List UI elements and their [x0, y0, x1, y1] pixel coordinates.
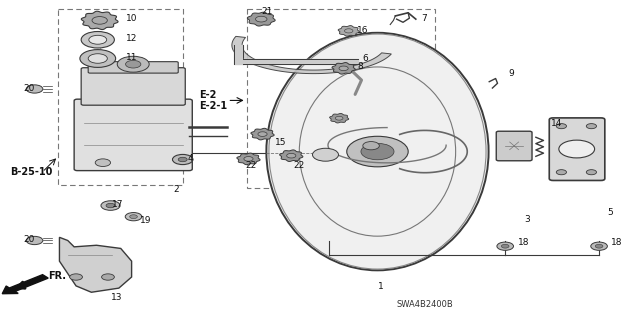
- Text: 22: 22: [245, 161, 257, 170]
- Ellipse shape: [266, 33, 488, 270]
- Circle shape: [501, 244, 509, 248]
- Polygon shape: [251, 128, 274, 140]
- Text: 22: 22: [293, 161, 305, 170]
- Polygon shape: [247, 12, 275, 26]
- Text: 20: 20: [24, 84, 35, 93]
- Text: 16: 16: [357, 26, 369, 35]
- Text: 12: 12: [126, 34, 137, 43]
- Circle shape: [497, 242, 513, 250]
- FancyBboxPatch shape: [88, 62, 178, 73]
- Circle shape: [26, 85, 43, 93]
- Circle shape: [595, 244, 603, 248]
- Circle shape: [287, 153, 296, 158]
- Text: 18: 18: [611, 238, 622, 247]
- Polygon shape: [280, 150, 303, 161]
- Text: 1: 1: [378, 282, 383, 291]
- Text: 8: 8: [357, 62, 363, 71]
- Circle shape: [89, 35, 107, 44]
- Circle shape: [117, 56, 149, 72]
- Circle shape: [586, 170, 596, 175]
- Circle shape: [70, 274, 83, 280]
- Circle shape: [81, 32, 115, 48]
- Text: 14: 14: [551, 119, 563, 129]
- Text: FR.: FR.: [49, 271, 67, 281]
- Circle shape: [312, 148, 339, 161]
- Polygon shape: [60, 237, 132, 292]
- Circle shape: [130, 215, 138, 219]
- Text: 11: 11: [126, 53, 138, 62]
- Polygon shape: [237, 153, 260, 165]
- Circle shape: [255, 16, 267, 22]
- Polygon shape: [81, 11, 118, 30]
- Circle shape: [125, 212, 142, 221]
- Circle shape: [344, 29, 353, 33]
- Circle shape: [363, 142, 380, 150]
- FancyArrow shape: [3, 275, 48, 294]
- Text: 9: 9: [508, 69, 514, 78]
- Circle shape: [106, 203, 115, 208]
- FancyBboxPatch shape: [496, 131, 532, 161]
- Text: 2: 2: [173, 185, 179, 194]
- Circle shape: [88, 54, 108, 63]
- FancyBboxPatch shape: [81, 68, 185, 105]
- Text: 6: 6: [362, 54, 368, 63]
- Text: 13: 13: [111, 293, 122, 302]
- Circle shape: [361, 143, 394, 160]
- Polygon shape: [232, 36, 391, 74]
- Circle shape: [178, 157, 187, 162]
- Text: SWA4B2400B: SWA4B2400B: [397, 300, 453, 308]
- Circle shape: [125, 60, 141, 68]
- Text: 4: 4: [187, 154, 193, 163]
- Circle shape: [244, 157, 253, 161]
- Text: 17: 17: [113, 200, 124, 209]
- Circle shape: [102, 274, 115, 280]
- Text: 10: 10: [126, 14, 138, 23]
- Text: 18: 18: [518, 238, 529, 247]
- FancyBboxPatch shape: [74, 99, 192, 171]
- Circle shape: [591, 242, 607, 250]
- Circle shape: [559, 140, 595, 158]
- FancyBboxPatch shape: [549, 118, 605, 181]
- Circle shape: [92, 17, 108, 24]
- Circle shape: [95, 159, 111, 167]
- Circle shape: [556, 123, 566, 129]
- Circle shape: [173, 154, 193, 165]
- Circle shape: [556, 170, 566, 175]
- Text: E-2-1: E-2-1: [198, 100, 227, 110]
- Circle shape: [258, 132, 267, 137]
- Circle shape: [339, 66, 348, 70]
- Circle shape: [80, 50, 116, 67]
- Circle shape: [101, 201, 120, 210]
- Circle shape: [335, 116, 343, 120]
- Text: 5: 5: [607, 208, 613, 217]
- Polygon shape: [330, 114, 349, 123]
- Circle shape: [586, 123, 596, 129]
- Polygon shape: [332, 63, 355, 74]
- Circle shape: [347, 136, 408, 167]
- Text: 15: 15: [275, 138, 287, 147]
- Polygon shape: [338, 26, 359, 36]
- Text: 19: 19: [140, 216, 152, 225]
- Text: 20: 20: [24, 235, 35, 244]
- Circle shape: [26, 236, 43, 245]
- Text: 21: 21: [261, 7, 273, 16]
- Text: B-25-10: B-25-10: [10, 167, 52, 177]
- Text: 7: 7: [421, 14, 427, 23]
- Text: 3: 3: [524, 215, 530, 224]
- Text: E-2: E-2: [198, 90, 216, 100]
